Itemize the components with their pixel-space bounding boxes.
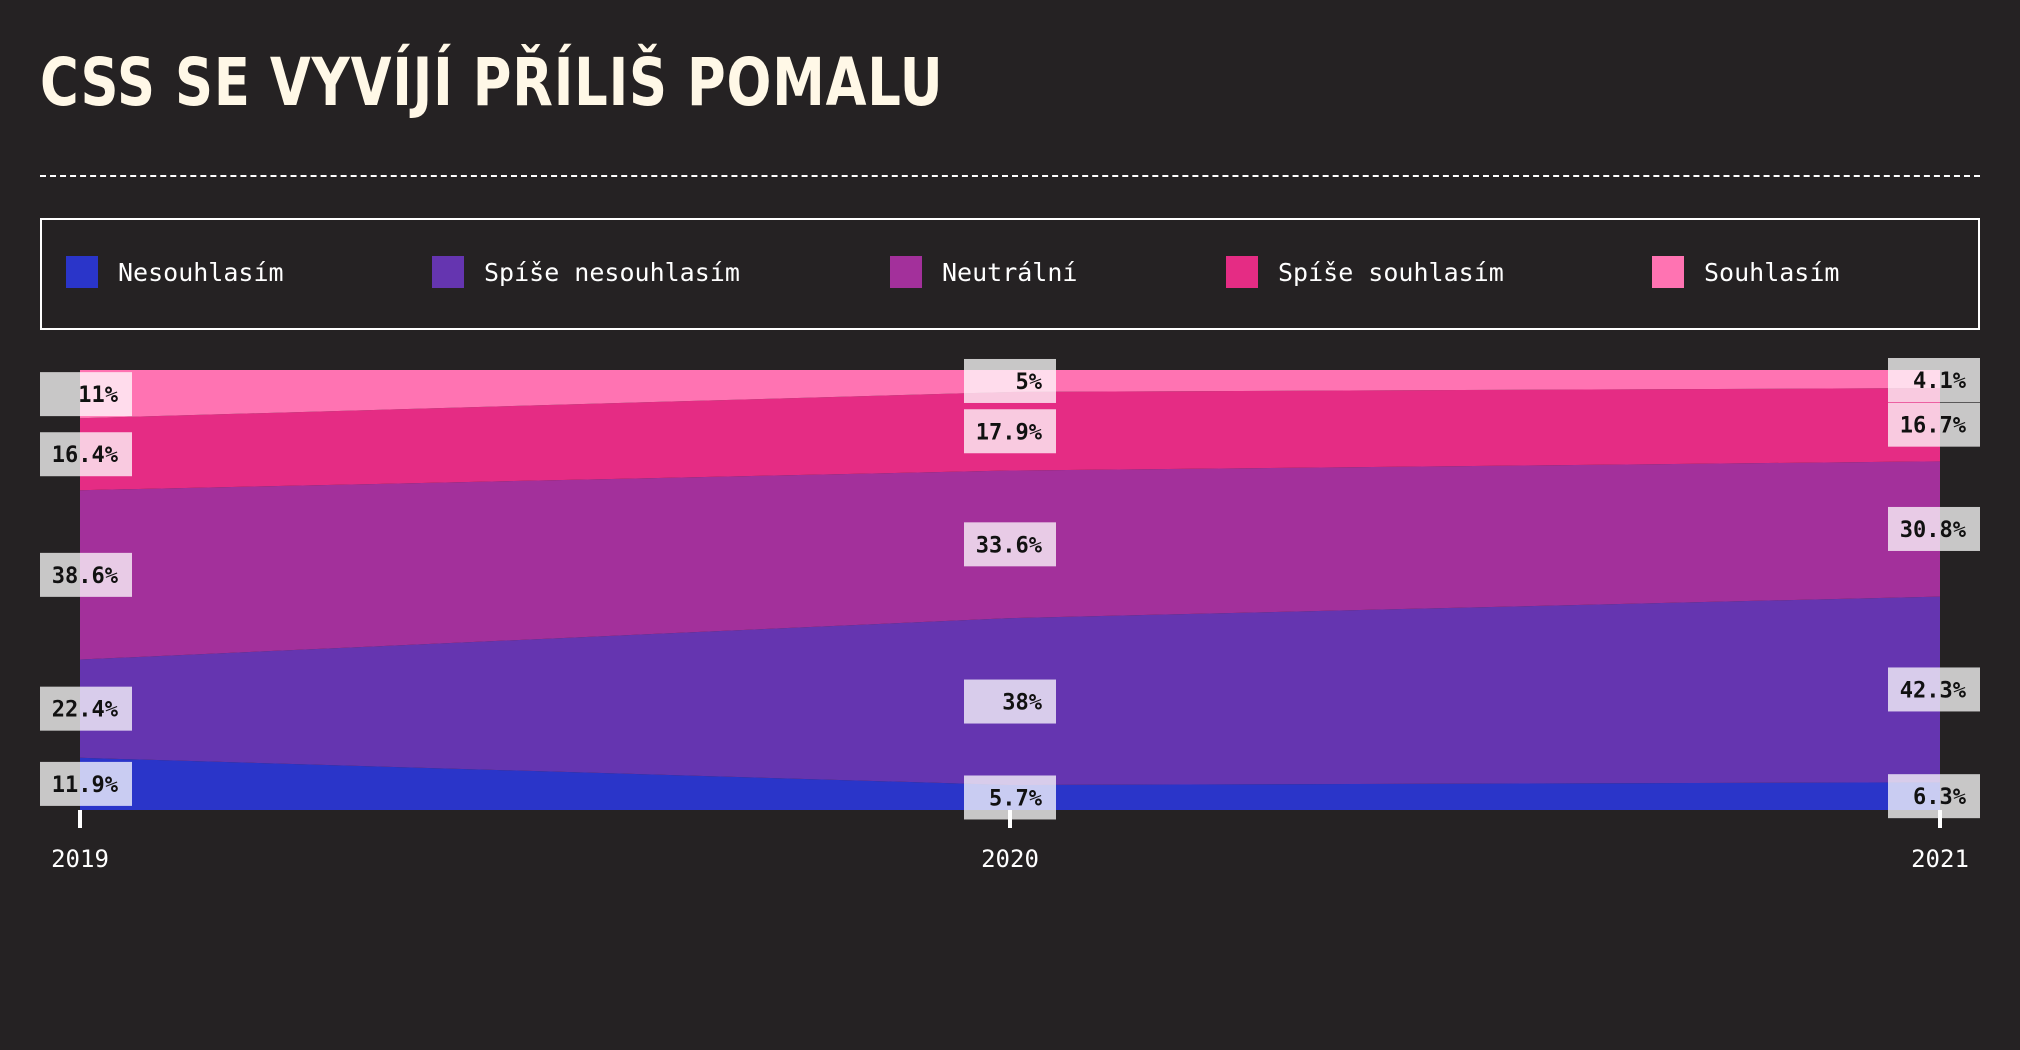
data-label-box <box>1888 667 1980 712</box>
data-label-box <box>40 686 132 731</box>
legend-label: Spíše nesouhlasím <box>484 257 740 287</box>
data-label-text: 5% <box>1016 370 1043 395</box>
area-souhlasím[interactable] <box>80 370 1940 419</box>
data-label-box <box>964 679 1056 724</box>
data-label-box <box>964 358 1056 403</box>
legend-swatch <box>66 256 98 288</box>
data-label-box <box>40 432 132 477</box>
data-label-text: 42.3% <box>1900 678 1967 703</box>
data-label-box <box>964 522 1056 567</box>
data-label-box <box>40 372 132 417</box>
data-label-text: 6.3% <box>1913 785 1967 810</box>
chart-title: CSS se vyvíjí příliš pomalu <box>40 44 944 121</box>
legend-swatch <box>432 256 464 288</box>
legend-item-nesouhlasim[interactable]: Nesouhlasím <box>66 256 284 288</box>
data-label: 17.9% <box>964 409 1056 454</box>
data-label-text: 16.7% <box>1900 414 1967 439</box>
legend-swatch <box>1652 256 1684 288</box>
legend-item-souhlasim[interactable]: Souhlasím <box>1652 256 1839 288</box>
data-label-box <box>1888 358 1980 402</box>
data-label: 11.9% <box>40 761 132 806</box>
data-label: 42.3% <box>1888 667 1980 712</box>
data-label-box <box>964 775 1056 820</box>
legend-swatch <box>890 256 922 288</box>
legend-item-spise-nesouhlasim[interactable]: Spíše nesouhlasím <box>432 256 740 288</box>
data-label: 5% <box>964 358 1056 403</box>
data-label: 33.6% <box>964 522 1056 567</box>
data-label: 38% <box>964 679 1056 724</box>
legend-swatch <box>1226 256 1258 288</box>
legend-item-neutralni[interactable]: Neutrální <box>890 256 1077 288</box>
area-nesouhlasím[interactable] <box>80 757 1940 810</box>
data-label-text: 38.6% <box>52 564 119 589</box>
x-tick-label: 2020 <box>981 845 1039 873</box>
data-label-box <box>40 552 132 597</box>
data-label: 30.8% <box>1888 506 1980 551</box>
legend-label: Spíše souhlasím <box>1278 257 1504 287</box>
data-label: 6.3% <box>1888 774 1980 819</box>
x-tick-label: 2021 <box>1911 845 1969 873</box>
data-label-box <box>1888 402 1980 447</box>
legend: Nesouhlasím Spíše nesouhlasím Neutrální … <box>40 218 1980 330</box>
data-label: 4.1% <box>1888 358 1980 402</box>
data-label-text: 30.8% <box>1900 518 1967 543</box>
legend-item-spise-souhlasim[interactable]: Spíše souhlasím <box>1226 256 1504 288</box>
data-label-text: 17.9% <box>976 420 1043 445</box>
data-label-box <box>40 761 132 806</box>
data-label: 11% <box>40 372 132 417</box>
data-label: 5.7% <box>964 775 1056 820</box>
legend-label: Souhlasím <box>1704 257 1840 287</box>
data-label-box <box>964 409 1056 454</box>
data-label: 16.4% <box>40 432 132 477</box>
data-label: 16.7% <box>1888 402 1980 447</box>
data-label-text: 11% <box>78 383 118 408</box>
data-label-text: 33.6% <box>976 533 1043 558</box>
legend-label: Nesouhlasím <box>118 257 284 287</box>
data-label-text: 11.9% <box>52 773 119 798</box>
data-label-text: 16.4% <box>52 443 119 468</box>
title-divider <box>40 175 1980 177</box>
x-tick-label: 2019 <box>51 845 109 873</box>
data-label-text: 22.4% <box>52 698 119 723</box>
data-label: 22.4% <box>40 686 132 731</box>
data-label-text: 4.1% <box>1913 369 1967 394</box>
data-label-box <box>1888 506 1980 551</box>
data-label-box <box>1888 774 1980 819</box>
legend-label: Neutrální <box>942 257 1078 287</box>
data-label-text: 38% <box>1002 691 1042 716</box>
data-label-text: 5.7% <box>989 786 1043 811</box>
data-label: 38.6% <box>40 552 132 597</box>
